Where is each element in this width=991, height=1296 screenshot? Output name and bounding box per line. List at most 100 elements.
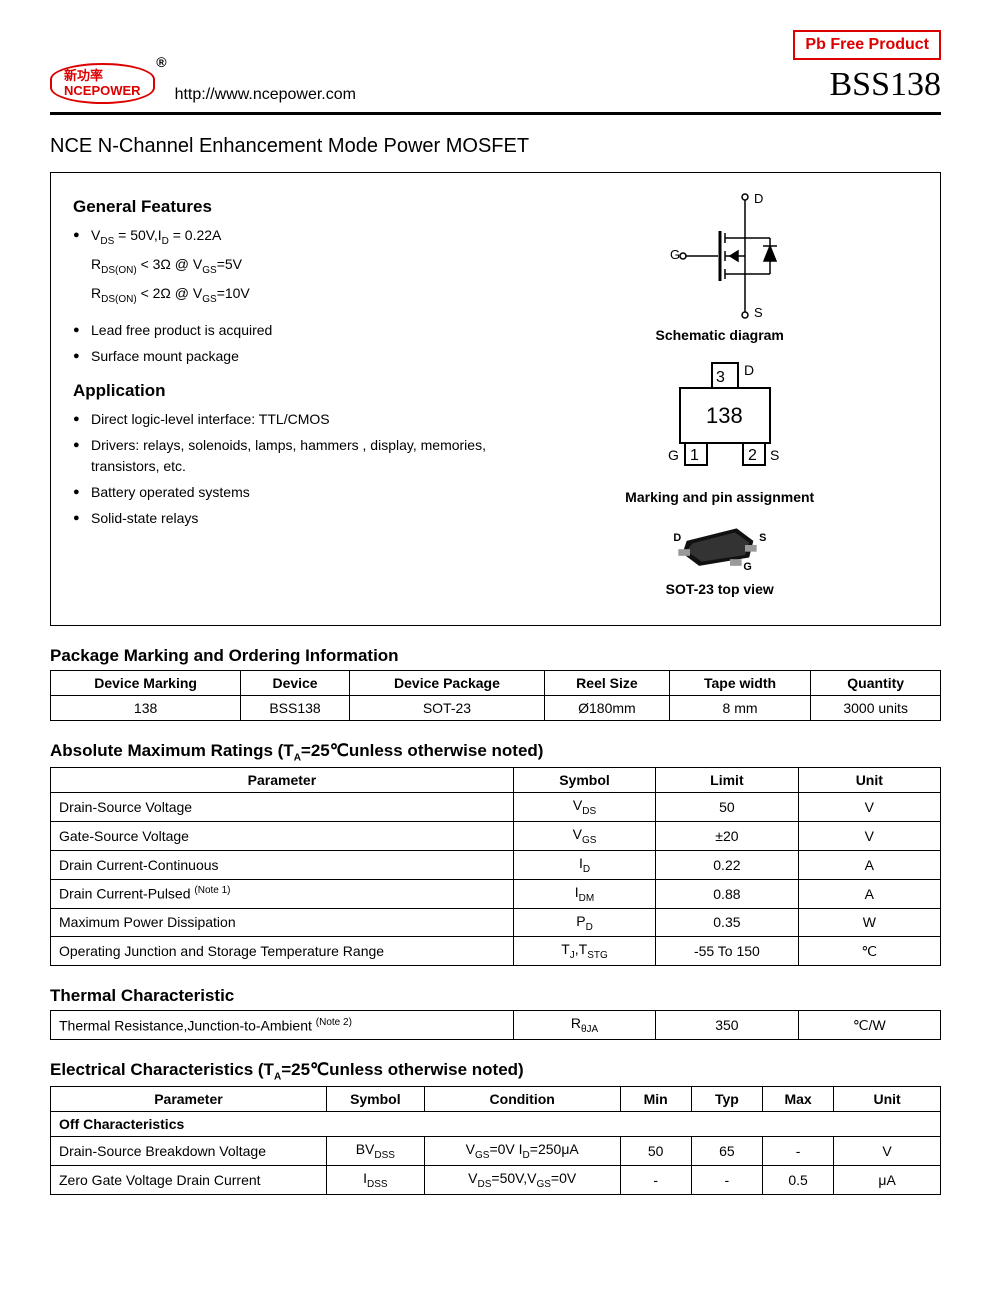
table-cell: A bbox=[798, 850, 940, 879]
table-row: 138 BSS138 SOT-23 Ø180mm 8 mm 3000 units bbox=[51, 696, 941, 721]
table-header: Condition bbox=[424, 1087, 620, 1112]
logo-area: ® 新功率 NCEPOWER http://www.ncepower.com bbox=[50, 63, 356, 104]
features-list: VDS = 50V,ID = 0.22A RDS(ON) < 3Ω @ VGS=… bbox=[73, 225, 511, 306]
table-header: Device Package bbox=[349, 671, 544, 696]
app-item: Direct logic-level interface: TTL/CMOS bbox=[73, 409, 511, 430]
app-item: Drivers: relays, solenoids, lamps, hamme… bbox=[73, 435, 511, 477]
table-cell: - bbox=[762, 1137, 833, 1166]
table-header: Unit bbox=[834, 1087, 941, 1112]
table-cell: V bbox=[834, 1137, 941, 1166]
table-cell: A bbox=[798, 879, 940, 908]
table-header: Symbol bbox=[513, 768, 655, 793]
table-cell: Ø180mm bbox=[545, 696, 670, 721]
svg-text:3: 3 bbox=[716, 369, 725, 386]
table-section-row: Off Characteristics bbox=[51, 1112, 941, 1137]
table-cell: 50 bbox=[656, 793, 798, 822]
table-cell: Drain-Source Voltage bbox=[51, 793, 514, 822]
section-header: Off Characteristics bbox=[51, 1112, 941, 1137]
svg-text:D: D bbox=[744, 362, 754, 378]
part-number: BSS138 bbox=[793, 66, 941, 104]
table-cell: - bbox=[691, 1166, 762, 1195]
overview-left: General Features VDS = 50V,ID = 0.22A RD… bbox=[73, 191, 511, 607]
sot23-topview-icon: D S G bbox=[670, 515, 770, 575]
registered-mark: ® bbox=[156, 55, 166, 70]
overview-right: D G S Schematic diagram bbox=[521, 191, 918, 607]
svg-text:D: D bbox=[754, 191, 763, 206]
svg-text:G: G bbox=[743, 561, 751, 573]
table-cell: 0.22 bbox=[656, 850, 798, 879]
table-header: Min bbox=[620, 1087, 691, 1112]
pkg-table-title: Package Marking and Ordering Information bbox=[50, 646, 941, 666]
table-cell: μA bbox=[834, 1166, 941, 1195]
marking-caption: Marking and pin assignment bbox=[521, 489, 918, 505]
table-cell: ℃/W bbox=[798, 1011, 940, 1040]
table-cell: ID bbox=[513, 850, 655, 879]
logo-text-cn: 新功率 bbox=[64, 69, 141, 83]
table-row: Drain-Source VoltageVDS50V bbox=[51, 793, 941, 822]
therm-table: Thermal Resistance,Junction-to-Ambient (… bbox=[50, 1010, 941, 1040]
feature-spec1: VDS = 50V,ID = 0.22A bbox=[73, 225, 511, 249]
abs-table: Parameter Symbol Limit Unit Drain-Source… bbox=[50, 767, 941, 966]
table-cell: W bbox=[798, 908, 940, 937]
table-cell: BSS138 bbox=[241, 696, 350, 721]
table-cell: BVDSS bbox=[326, 1137, 424, 1166]
table-cell: V bbox=[798, 793, 940, 822]
page-title: NCE N-Channel Enhancement Mode Power MOS… bbox=[50, 135, 941, 158]
table-row: Zero Gate Voltage Drain CurrentIDSSVDS=5… bbox=[51, 1166, 941, 1195]
therm-table-title: Thermal Characteristic bbox=[50, 986, 941, 1006]
app-item: Solid-state relays bbox=[73, 508, 511, 529]
pb-free-badge: Pb Free Product bbox=[793, 30, 941, 60]
feature-spec2: RDS(ON) < 3Ω @ VGS=5V bbox=[73, 254, 511, 278]
table-cell: 3000 units bbox=[811, 696, 941, 721]
table-cell: Zero Gate Voltage Drain Current bbox=[51, 1166, 327, 1195]
svg-text:2: 2 bbox=[748, 447, 757, 464]
table-row: Operating Junction and Storage Temperatu… bbox=[51, 937, 941, 966]
table-cell: VGS bbox=[513, 822, 655, 851]
table-header: Parameter bbox=[51, 1087, 327, 1112]
table-cell: -55 To 150 bbox=[656, 937, 798, 966]
table-cell: Thermal Resistance,Junction-to-Ambient (… bbox=[51, 1011, 514, 1040]
svg-text:G: G bbox=[668, 447, 679, 463]
table-cell: ±20 bbox=[656, 822, 798, 851]
table-row: Maximum Power DissipationPD0.35W bbox=[51, 908, 941, 937]
features-list-2: Lead free product is acquired Surface mo… bbox=[73, 320, 511, 367]
header-right: Pb Free Product BSS138 bbox=[793, 30, 941, 104]
feature-5: Surface mount package bbox=[73, 346, 511, 367]
company-url: http://www.ncepower.com bbox=[175, 86, 356, 104]
elec-table: Parameter Symbol Condition Min Typ Max U… bbox=[50, 1086, 941, 1195]
table-cell: 350 bbox=[656, 1011, 798, 1040]
table-cell: VDS bbox=[513, 793, 655, 822]
features-heading: General Features bbox=[73, 197, 511, 217]
svg-text:S: S bbox=[770, 447, 779, 463]
table-cell: 65 bbox=[691, 1137, 762, 1166]
table-header: Symbol bbox=[326, 1087, 424, 1112]
svg-text:G: G bbox=[670, 247, 680, 262]
table-header: Reel Size bbox=[545, 671, 670, 696]
schematic-caption: Schematic diagram bbox=[521, 327, 918, 343]
table-cell: Drain Current-Pulsed (Note 1) bbox=[51, 879, 514, 908]
svg-text:S: S bbox=[754, 305, 763, 320]
application-list: Direct logic-level interface: TTL/CMOS D… bbox=[73, 409, 511, 529]
company-logo: ® 新功率 NCEPOWER bbox=[50, 63, 155, 104]
svg-text:D: D bbox=[673, 532, 681, 544]
schematic-diagram-icon: D G S bbox=[630, 191, 810, 321]
table-cell: V bbox=[798, 822, 940, 851]
table-cell: TJ,TSTG bbox=[513, 937, 655, 966]
table-cell: SOT-23 bbox=[349, 696, 544, 721]
table-header: Tape width bbox=[669, 671, 811, 696]
table-cell: Maximum Power Dissipation bbox=[51, 908, 514, 937]
application-heading: Application bbox=[73, 381, 511, 401]
page-header: ® 新功率 NCEPOWER http://www.ncepower.com P… bbox=[50, 30, 941, 115]
marking-diagram-icon: 3 D 1 G 2 S 138 bbox=[630, 353, 810, 483]
table-row: Drain Current-ContinuousID0.22A bbox=[51, 850, 941, 879]
table-cell: Drain-Source Breakdown Voltage bbox=[51, 1137, 327, 1166]
topview-caption: SOT-23 top view bbox=[521, 581, 918, 597]
table-cell: ℃ bbox=[798, 937, 940, 966]
overview-box: General Features VDS = 50V,ID = 0.22A RD… bbox=[50, 172, 941, 626]
table-cell: 0.5 bbox=[762, 1166, 833, 1195]
table-row: Drain Current-Pulsed (Note 1)IDM0.88A bbox=[51, 879, 941, 908]
svg-text:138: 138 bbox=[706, 403, 743, 428]
table-row: Drain-Source Breakdown VoltageBVDSSVGS=0… bbox=[51, 1137, 941, 1166]
table-header: Device Marking bbox=[51, 671, 241, 696]
table-cell: Operating Junction and Storage Temperatu… bbox=[51, 937, 514, 966]
